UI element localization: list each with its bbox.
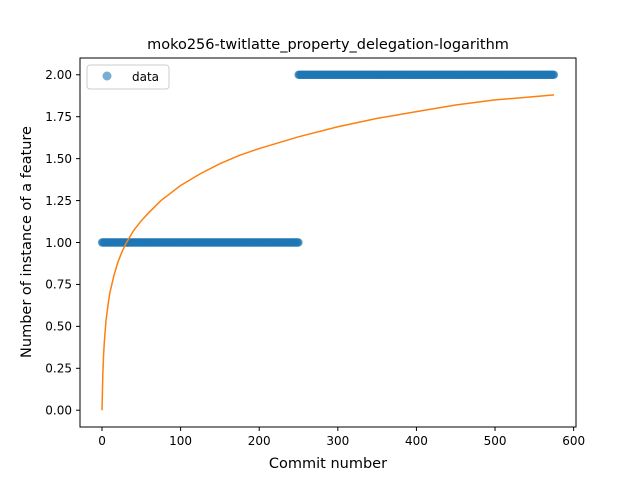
x-tick-label: 300 — [326, 434, 349, 448]
legend-marker-data — [102, 71, 112, 81]
data-point — [549, 70, 559, 79]
legend-label-data: data — [132, 70, 159, 84]
legend-frame — [86, 64, 170, 90]
x-tick-label: 0 — [98, 434, 106, 448]
y-tick-label: 1.25 — [45, 194, 72, 208]
x-tick-label: 200 — [248, 434, 271, 448]
x-tick-label: 600 — [562, 434, 585, 448]
x-tick-label: 500 — [484, 434, 507, 448]
y-tick-label: 0.50 — [45, 320, 72, 334]
x-tick-label: 100 — [169, 434, 192, 448]
plot-marks — [97, 70, 559, 411]
y-tick-label: 2.00 — [45, 68, 72, 82]
data-point — [294, 238, 303, 247]
x-axis-ticks: 0 100 200 300 400 500 600 — [98, 427, 585, 448]
y-axis-label: Number of instance of a feature — [19, 126, 35, 358]
x-axis-label: Commit number — [269, 456, 387, 472]
y-tick-label: 0.25 — [45, 362, 72, 376]
legend: data — [86, 64, 170, 90]
chart-title: moko256-twitlatte_property_delegation-lo… — [147, 37, 509, 53]
y-tick-label: 0.75 — [45, 278, 72, 292]
y-tick-label: 1.00 — [45, 236, 72, 250]
x-tick-label: 400 — [405, 434, 428, 448]
y-tick-label: 0.00 — [45, 404, 72, 418]
y-tick-label: 1.75 — [45, 110, 72, 124]
y-tick-label: 1.50 — [45, 152, 72, 166]
y-axis-ticks: 0.00 0.25 0.50 0.75 1.00 1.25 1.50 1.75 2.00 — [45, 68, 80, 418]
fit-line — [101, 94, 555, 411]
